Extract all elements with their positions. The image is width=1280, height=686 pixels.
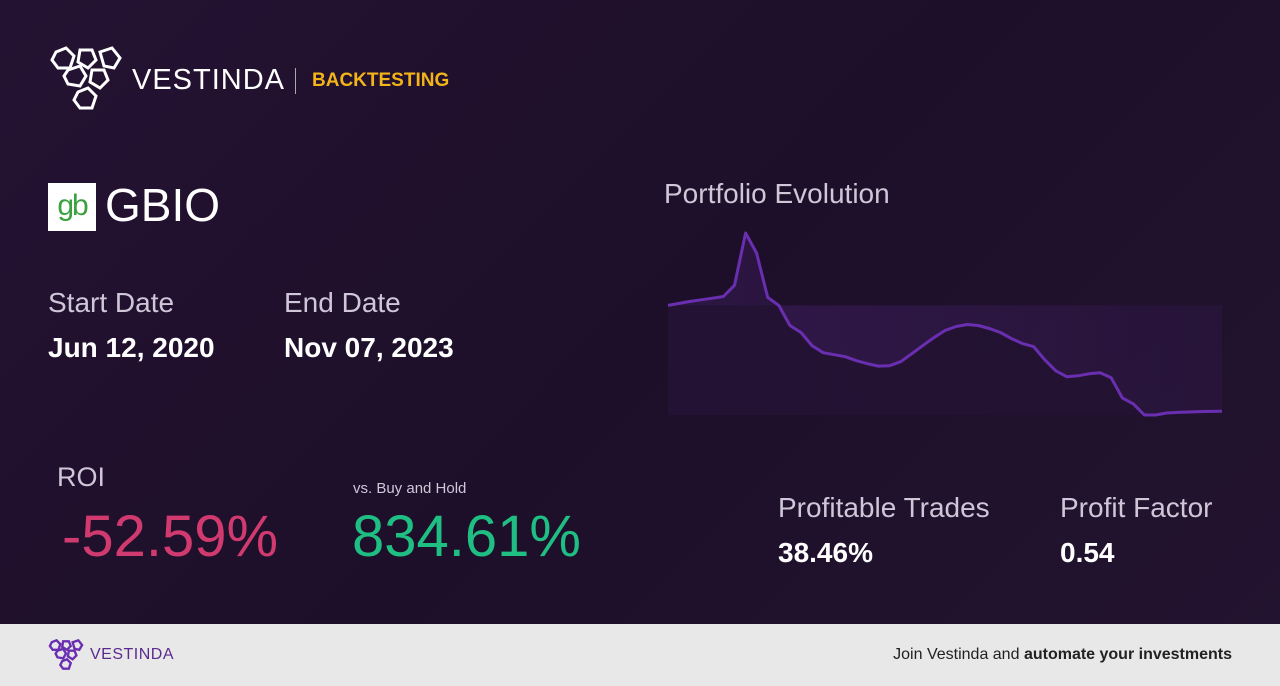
area bbox=[668, 233, 1222, 415]
start-date: Jun 12, 2020 bbox=[48, 332, 215, 363]
footer-logo-icon bbox=[48, 639, 84, 670]
start-label: Start Date bbox=[48, 287, 175, 318]
section: BACKTESTING bbox=[312, 70, 450, 91]
factor-label: Profit Factor bbox=[1060, 492, 1213, 523]
footer-bold: automate your investments bbox=[1023, 646, 1232, 663]
footer-cta: Join Vestinda and automate your investme… bbox=[893, 646, 1232, 664]
chart bbox=[667, 231, 1223, 417]
logo-icon bbox=[50, 46, 122, 110]
roi-value: -52.59% bbox=[62, 504, 279, 569]
compare-label: vs. Buy and Hold bbox=[353, 480, 467, 497]
footer: VESTINDA Join Vestinda and automate your… bbox=[0, 624, 1280, 686]
compare-value: 834.61% bbox=[352, 504, 581, 569]
trades-value: 38.46% bbox=[778, 537, 873, 568]
line bbox=[667, 231, 1223, 417]
trades-label: Profitable Trades bbox=[778, 492, 990, 523]
footer-text: Join Vestinda and bbox=[893, 646, 1020, 663]
brand: VESTINDA bbox=[132, 64, 286, 96]
roi-label: ROI bbox=[57, 462, 106, 492]
end-date: Nov 07, 2023 bbox=[284, 332, 454, 363]
footer-brand: VESTINDA bbox=[90, 646, 175, 663]
ticker-symbol: GBIO bbox=[105, 179, 221, 231]
factor-value: 0.54 bbox=[1060, 537, 1115, 568]
divider bbox=[295, 68, 296, 94]
chart-title: Portfolio Evolution bbox=[664, 178, 890, 209]
end-label: End Date bbox=[284, 287, 401, 318]
ticker-logo: gb bbox=[48, 183, 96, 231]
